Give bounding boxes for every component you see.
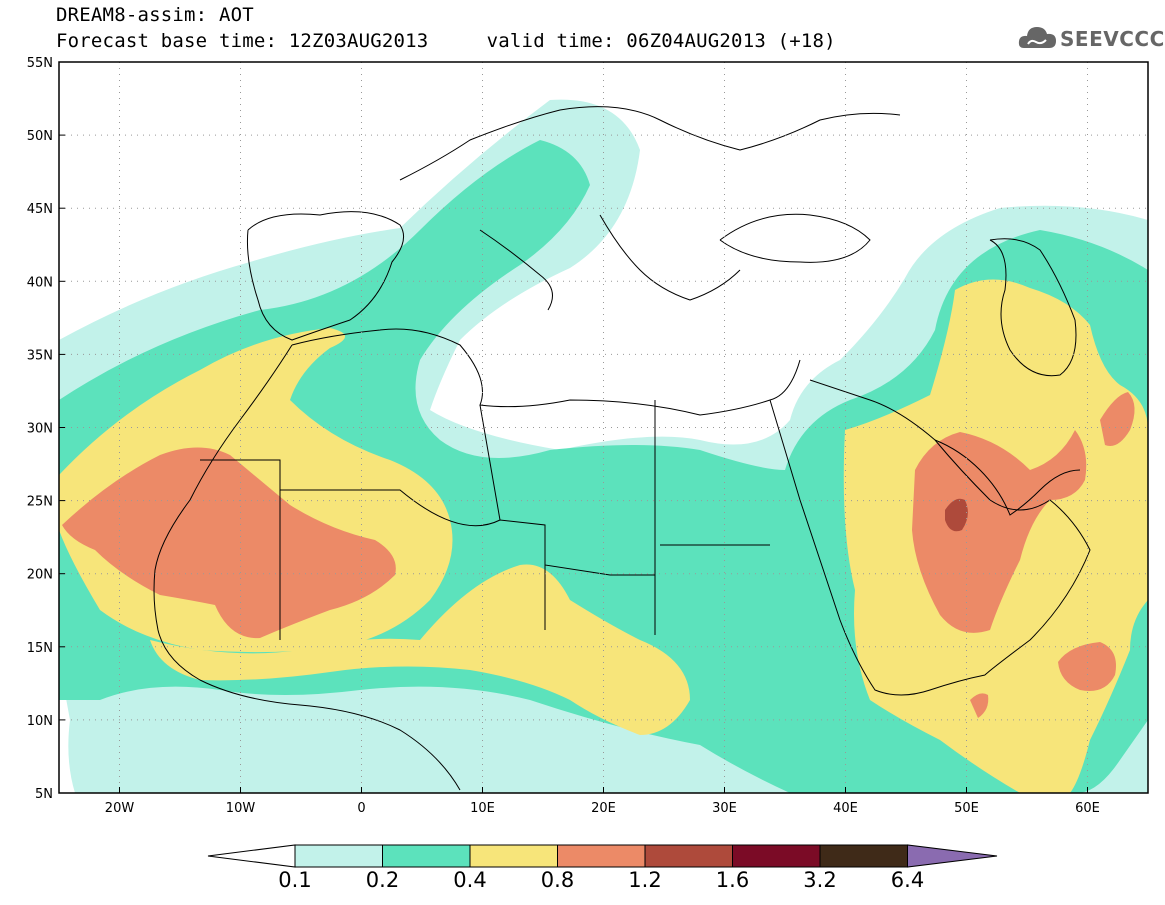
colorbar-segment xyxy=(819,844,908,868)
lat-tick-label: 5N xyxy=(35,787,53,802)
aot-level-0.8-iran xyxy=(1100,392,1135,446)
coast-italy-balkans xyxy=(479,214,741,311)
colorbar-label: 0.1 xyxy=(278,868,312,892)
lat-tick-label: 25N xyxy=(27,495,53,510)
border-sahara-2 xyxy=(479,400,770,635)
lat-tick-label: 10N xyxy=(27,714,53,729)
colorbar-over-triangle xyxy=(907,844,998,868)
lon-tick-label: 40E xyxy=(833,801,858,816)
colorbar-label: 6.4 xyxy=(890,868,925,892)
coastlines xyxy=(153,106,1091,791)
colorbar-label: 1.6 xyxy=(715,868,750,892)
colorbar-label: 0.2 xyxy=(365,868,400,892)
colorbar-segment xyxy=(294,844,383,868)
colorbar-under-triangle xyxy=(207,844,296,868)
coast-black-sea xyxy=(719,213,871,263)
lon-tick-label: 20W xyxy=(105,801,135,816)
coast-caspian xyxy=(989,238,1077,377)
coast-north-africa xyxy=(291,328,801,416)
lon-tick-label: 60E xyxy=(1075,801,1100,816)
map-title: DREAM8-assim: AOT xyxy=(56,4,254,26)
aot-level-1.2 xyxy=(945,498,968,532)
coast-red-sea xyxy=(769,399,986,696)
lon-tick-label: 10W xyxy=(226,801,256,816)
lon-tick-label: 20E xyxy=(591,801,616,816)
colorbar-label: 1.2 xyxy=(628,868,662,892)
lon-tick-label: 0 xyxy=(357,801,365,816)
lat-tick-label: 35N xyxy=(27,348,53,363)
lon-tick-label: 30E xyxy=(712,801,737,816)
forecast-times: Forecast base time: 12Z03AUG2013 valid t… xyxy=(56,30,836,52)
latitude-labels: 55N 50N 45N 40N 35N 30N 25N 20N 15N 10N 5N xyxy=(27,56,65,802)
colorbar xyxy=(207,844,998,868)
lat-tick-label: 30N xyxy=(27,422,53,437)
aot-level-0.8-west xyxy=(62,447,396,639)
colorbar-segment xyxy=(557,844,646,868)
aot-level-0.4-south xyxy=(150,564,690,735)
aot-level-0.8-arabia xyxy=(912,430,1087,633)
lat-tick-label: 45N xyxy=(27,202,53,217)
colorbar-segment xyxy=(644,844,733,868)
cloud-logo-icon xyxy=(1018,27,1056,48)
lon-tick-label: 10E xyxy=(470,801,495,816)
colorbar-segment xyxy=(382,844,471,868)
lat-tick-label: 55N xyxy=(27,56,53,71)
colorbar-label: 0.8 xyxy=(540,868,575,892)
coast-iberia-france xyxy=(246,211,405,341)
lon-tick-label: 50E xyxy=(954,801,979,816)
coast-west-africa xyxy=(153,344,461,791)
lat-tick-label: 40N xyxy=(27,275,53,290)
colorbar-segment xyxy=(469,844,558,868)
colorbar-label: 3.2 xyxy=(803,868,837,892)
coast-persian-gulf xyxy=(934,439,1081,516)
seevccc-logo: SEEVCCC xyxy=(1018,22,1164,56)
logo-text: SEEVCCC xyxy=(1060,27,1165,51)
lat-tick-label: 15N xyxy=(27,641,53,656)
aot-level-0.8-arabian-sea xyxy=(1058,642,1116,691)
coast-arabia-east xyxy=(809,379,1091,676)
aot-level-0.8-somalia xyxy=(970,693,989,718)
lat-tick-label: 20N xyxy=(27,568,53,583)
longitude-labels: 20W 10W 0 10E 20E 30E 40E 50E 60E xyxy=(105,787,1100,816)
lat-tick-label: 50N xyxy=(27,129,53,144)
colorbar-label: 0.4 xyxy=(453,868,487,892)
colorbar-segment xyxy=(732,844,821,868)
coast-northern-europe xyxy=(399,106,901,181)
